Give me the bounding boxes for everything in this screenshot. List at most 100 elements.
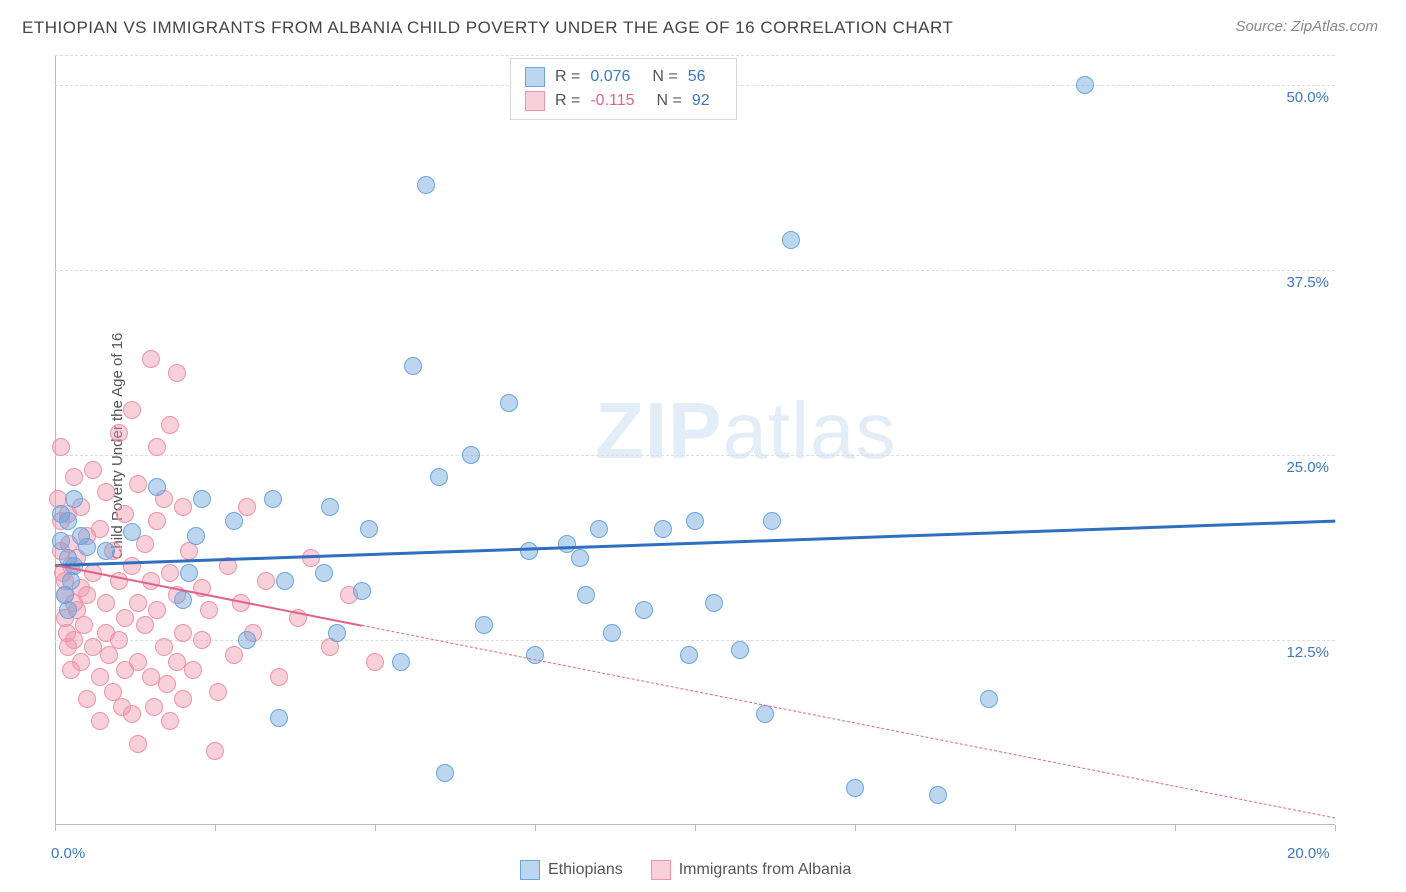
scatter-point-albania — [84, 461, 102, 479]
scatter-point-ethiopians — [315, 564, 333, 582]
scatter-point-ethiopians — [731, 641, 749, 659]
correlation-legend: R =0.076N =56R =-0.115N =92 — [510, 58, 737, 120]
scatter-point-ethiopians — [929, 786, 947, 804]
legend-swatch — [651, 860, 671, 880]
scatter-point-albania — [161, 564, 179, 582]
scatter-point-albania — [142, 350, 160, 368]
legend-swatch — [525, 67, 545, 87]
scatter-point-ethiopians — [571, 549, 589, 567]
scatter-point-albania — [78, 690, 96, 708]
series-legend-item: Immigrants from Albania — [651, 860, 852, 880]
scatter-point-ethiopians — [59, 512, 77, 530]
scatter-point-albania — [148, 512, 166, 530]
scatter-point-ethiopians — [980, 690, 998, 708]
scatter-point-albania — [129, 594, 147, 612]
scatter-point-ethiopians — [686, 512, 704, 530]
scatter-point-albania — [72, 653, 90, 671]
scatter-point-ethiopians — [705, 594, 723, 612]
x-tick-label: 0.0% — [51, 845, 85, 862]
scatter-point-albania — [129, 653, 147, 671]
scatter-point-ethiopians — [193, 490, 211, 508]
x-tick — [855, 825, 856, 831]
scatter-point-ethiopians — [225, 512, 243, 530]
scatter-point-albania — [200, 601, 218, 619]
scatter-point-albania — [116, 609, 134, 627]
scatter-point-ethiopians — [148, 478, 166, 496]
scatter-point-albania — [129, 735, 147, 753]
scatter-point-ethiopians — [577, 586, 595, 604]
watermark: ZIPatlas — [595, 385, 896, 477]
scatter-point-ethiopians — [462, 446, 480, 464]
scatter-point-albania — [52, 438, 70, 456]
x-tick — [535, 825, 536, 831]
scatter-point-albania — [209, 683, 227, 701]
legend-n-label: N = — [652, 65, 677, 89]
y-tick-label: 50.0% — [1286, 89, 1329, 106]
scatter-point-ethiopians — [180, 564, 198, 582]
scatter-point-albania — [168, 364, 186, 382]
scatter-point-albania — [257, 572, 275, 590]
x-tick-label: 20.0% — [1287, 845, 1330, 862]
legend-n-value: 56 — [688, 65, 706, 89]
scatter-point-ethiopians — [404, 357, 422, 375]
scatter-point-ethiopians — [174, 591, 192, 609]
x-tick — [1175, 825, 1176, 831]
scatter-point-albania — [116, 505, 134, 523]
scatter-point-ethiopians — [392, 653, 410, 671]
x-tick — [375, 825, 376, 831]
scatter-point-ethiopians — [756, 705, 774, 723]
scatter-point-albania — [158, 675, 176, 693]
scatter-point-albania — [302, 549, 320, 567]
scatter-point-ethiopians — [52, 532, 70, 550]
series-legend: Ethiopians Immigrants from Albania — [520, 860, 851, 880]
scatter-point-albania — [148, 601, 166, 619]
x-tick — [1015, 825, 1016, 831]
legend-r-value: 0.076 — [590, 65, 630, 89]
y-tick-label: 25.0% — [1286, 459, 1329, 476]
gridline — [55, 55, 1335, 56]
scatter-point-ethiopians — [97, 542, 115, 560]
y-tick-label: 12.5% — [1286, 644, 1329, 661]
scatter-point-ethiopians — [500, 394, 518, 412]
series-legend-label: Immigrants from Albania — [679, 861, 852, 879]
scatter-point-ethiopians — [123, 523, 141, 541]
scatter-point-albania — [366, 653, 384, 671]
legend-swatch — [525, 91, 545, 111]
scatter-point-albania — [91, 520, 109, 538]
source-attribution: Source: ZipAtlas.com — [1235, 18, 1378, 35]
scatter-point-albania — [110, 631, 128, 649]
scatter-point-albania — [206, 742, 224, 760]
series-legend-item: Ethiopians — [520, 860, 623, 880]
scatter-point-albania — [110, 572, 128, 590]
scatter-point-albania — [238, 498, 256, 516]
scatter-point-ethiopians — [654, 520, 672, 538]
scatter-point-ethiopians — [264, 490, 282, 508]
scatter-point-ethiopians — [558, 535, 576, 553]
x-tick — [55, 825, 56, 831]
scatter-point-ethiopians — [59, 601, 77, 619]
scatter-point-ethiopians — [270, 709, 288, 727]
scatter-point-albania — [129, 475, 147, 493]
scatter-point-ethiopians — [360, 520, 378, 538]
x-tick — [1335, 825, 1336, 831]
legend-r-label: R = — [555, 65, 580, 89]
scatter-point-albania — [136, 616, 154, 634]
scatter-point-albania — [174, 690, 192, 708]
legend-row: R = 0.076 N = 56 — [525, 65, 722, 89]
gridline — [55, 270, 1335, 271]
y-tick-label: 37.5% — [1286, 274, 1329, 291]
scatter-point-ethiopians — [520, 542, 538, 560]
scatter-point-albania — [123, 401, 141, 419]
scatter-point-albania — [123, 705, 141, 723]
scatter-point-albania — [270, 668, 288, 686]
scatter-point-ethiopians — [635, 601, 653, 619]
scatter-point-ethiopians — [417, 176, 435, 194]
scatter-point-albania — [97, 594, 115, 612]
scatter-point-ethiopians — [321, 498, 339, 516]
series-legend-label: Ethiopians — [548, 861, 623, 879]
scatter-point-albania — [161, 416, 179, 434]
x-tick — [695, 825, 696, 831]
scatter-point-ethiopians — [846, 779, 864, 797]
legend-r-label: R = — [555, 89, 580, 113]
scatter-point-ethiopians — [1076, 76, 1094, 94]
